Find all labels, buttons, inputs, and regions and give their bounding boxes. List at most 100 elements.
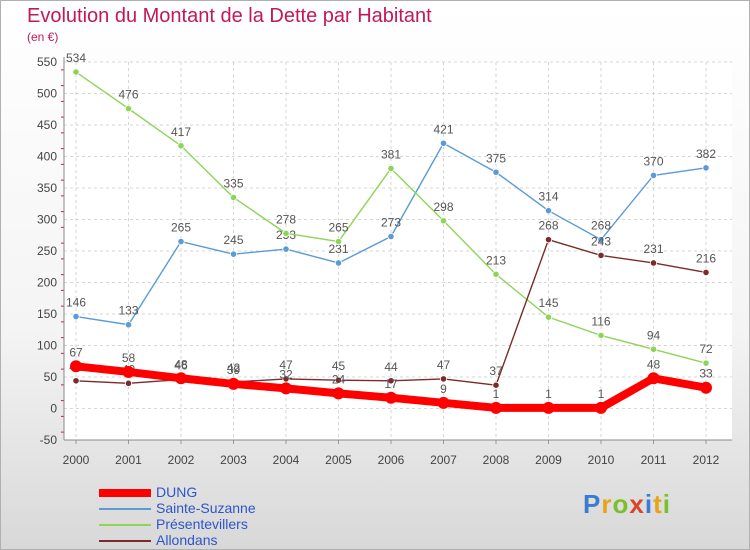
data-point-presentevillers: [649, 345, 658, 353]
data-label-presentevillers: 298: [433, 200, 453, 214]
data-label-dung: 33: [699, 367, 713, 381]
data-point-presentevillers: [702, 359, 710, 367]
data-point-sainte-suzanne: [334, 259, 343, 267]
x-tick-label: 2007: [430, 453, 457, 467]
line-chart: -50 0 50 100 150 200 250 300 350 400 450 500 550 2000…: [37, 51, 732, 467]
logo-letter: i: [644, 489, 654, 519]
data-point-sainte-suzanne: [387, 232, 395, 241]
data-point-allondans: [282, 375, 290, 383]
logo-letter: i: [662, 489, 671, 519]
data-point-sainte-suzanne: [282, 245, 290, 253]
data-label-presentevillers: 335: [223, 176, 243, 190]
data-label-sainte-suzanne: 133: [118, 304, 138, 318]
data-point-dung: [700, 381, 712, 394]
x-tick-label: 2008: [483, 453, 510, 467]
data-label-allondans: 46: [174, 359, 188, 373]
x-tick-label: 2003: [220, 453, 247, 467]
data-label-sainte-suzanne: 382: [696, 147, 716, 161]
data-point-dung: [280, 382, 292, 395]
data-point-dung: [70, 360, 82, 373]
x-tick-label: 2006: [378, 453, 405, 467]
y-tick-label: 150: [37, 307, 57, 321]
data-point-allondans: [544, 236, 553, 244]
data-point-dung: [332, 387, 345, 400]
data-point-presentevillers: [177, 142, 185, 150]
logo-letter: o: [612, 489, 630, 519]
data-point-sainte-suzanne: [229, 250, 238, 258]
data-point-dung: [122, 365, 135, 378]
data-label-allondans: 45: [332, 359, 346, 373]
logo-letter: P: [583, 489, 602, 519]
data-point-allondans: [702, 268, 710, 277]
data-point-presentevillers: [439, 217, 448, 225]
data-label-allondans: 243: [591, 234, 611, 248]
x-tick-label: 2004: [273, 453, 300, 467]
data-point-presentevillers: [387, 164, 395, 173]
legend-label-allondans: Allondans: [156, 532, 218, 548]
x-tick-label: 2011: [641, 453, 667, 467]
data-point-allondans: [387, 377, 395, 385]
data-label-sainte-suzanne: 265: [171, 221, 191, 235]
y-tick-label: 400: [37, 150, 57, 164]
data-point-dung: [385, 391, 397, 404]
x-tick-label: 2012: [693, 453, 720, 467]
data-point-dung: [647, 372, 660, 385]
data-point-allondans: [597, 251, 605, 260]
x-tick-label: 2009: [535, 453, 562, 467]
data-point-allondans: [334, 376, 343, 384]
data-point-sainte-suzanne: [177, 237, 185, 246]
data-point-presentevillers: [544, 313, 553, 321]
x-tick-label: 2002: [168, 453, 195, 467]
logo-letter: r: [601, 489, 613, 519]
data-label-dung: 32: [279, 367, 293, 381]
data-label-allondans: 47: [279, 358, 293, 372]
data-point-dung: [490, 401, 502, 414]
y-tick-label: 250: [37, 244, 57, 258]
data-label-presentevillers: 278: [276, 212, 296, 226]
data-label-presentevillers: 381: [381, 147, 401, 161]
legend-swatch-dung: [99, 489, 151, 497]
legend-swatch-presentevillers: [99, 524, 151, 526]
data-point-presentevillers: [282, 229, 290, 237]
legend-label-dung: DUNG: [156, 484, 198, 500]
chart-title: Evolution du Montant de la Dette par Hab…: [27, 5, 432, 27]
y-tick-label: -50: [40, 433, 58, 447]
data-label-dung: 1: [598, 387, 605, 401]
data-point-presentevillers: [492, 270, 500, 278]
data-label-dung: 17: [384, 377, 398, 391]
data-point-sainte-suzanne: [439, 139, 448, 147]
data-point-sainte-suzanne: [597, 236, 605, 244]
data-point-sainte-suzanne: [702, 164, 710, 172]
chart-subtitle: (en €): [27, 30, 59, 44]
y-tick-label: 450: [37, 118, 57, 132]
data-label-dung: 48: [647, 357, 661, 371]
data-label-dung: 48: [174, 357, 188, 371]
y-tick-label: 500: [37, 87, 57, 101]
x-tick-label: 2005: [325, 453, 352, 467]
legend-label-presentevillers: Présentevillers: [156, 516, 248, 532]
data-label-sainte-suzanne: 245: [223, 233, 243, 247]
data-label-allondans: 42: [227, 361, 241, 375]
legend-swatch-sainte-suzanne: [99, 508, 151, 510]
data-point-dung: [437, 396, 450, 409]
data-point-sainte-suzanne: [544, 207, 553, 215]
data-label-presentevillers: 534: [66, 51, 86, 65]
data-label-sainte-suzanne: 268: [591, 219, 611, 233]
proxiti-logo: Proxiti: [583, 489, 671, 520]
data-label-presentevillers: 417: [171, 125, 191, 139]
data-label-presentevillers: 265: [328, 221, 348, 235]
data-point-presentevillers: [597, 331, 605, 340]
data-point-dung: [227, 377, 240, 390]
y-tick-label: 100: [37, 339, 57, 353]
data-point-dung: [542, 401, 555, 414]
x-tick-label: 2010: [588, 453, 615, 467]
data-point-sainte-suzanne: [72, 312, 80, 321]
data-label-sainte-suzanne: 421: [433, 122, 453, 136]
y-tick-label: 550: [37, 55, 57, 69]
data-label-dung: 24: [332, 372, 346, 386]
y-tick-label: 200: [37, 276, 57, 290]
data-label-sainte-suzanne: 146: [66, 296, 86, 310]
data-label-dung: 67: [69, 345, 83, 359]
data-point-allondans: [124, 379, 133, 387]
